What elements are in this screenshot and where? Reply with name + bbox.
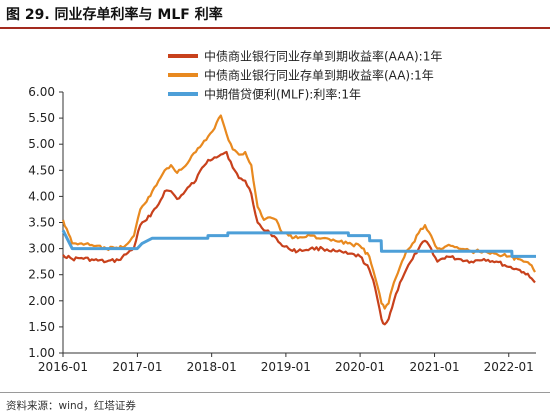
y-tick-label: 4.50 (28, 163, 55, 177)
y-tick-label: 2.00 (28, 294, 55, 308)
x-axis: 2016-01 2017-01 2018-01 2019-01 2020-01 2021-… (38, 352, 536, 374)
y-tick-label: 3.00 (28, 242, 55, 256)
x-tick-label: 2020-01 (335, 360, 385, 374)
title-rule (0, 27, 550, 29)
x-tick-label: 2022-01 (484, 360, 534, 374)
y-tick-label: 3.50 (28, 216, 55, 230)
y-tick-label: 5.00 (28, 137, 55, 151)
figure-title: 图 29. 同业存单利率与 MLF 利率 (6, 7, 223, 23)
y-tick-label: 6.00 (28, 85, 55, 99)
source-rule (0, 392, 550, 393)
series-line-1 (62, 150, 536, 326)
x-tick-label: 2021-01 (409, 360, 459, 374)
series-lines (61, 114, 536, 326)
y-tick-label: 1.00 (28, 346, 55, 360)
series-line-3 (61, 229, 536, 258)
x-tick-label: 2017-01 (112, 360, 162, 374)
legend: 中债商业银行同业存单到期收益率(AAA):1年中债商业银行同业存单到期收益率(A… (168, 49, 442, 102)
legend-label: 中债商业银行同业存单到期收益率(AAA):1年 (204, 49, 442, 64)
y-tick-label: 4.00 (28, 189, 55, 203)
y-tick-label: 5.50 (28, 111, 55, 125)
legend-label: 中债商业银行同业存单到期收益率(AA):1年 (204, 68, 434, 83)
legend-label: 中期借贷便利(MLF):利率:1年 (204, 87, 361, 102)
series-line-2 (61, 114, 536, 310)
y-tick-label: 1.50 (28, 320, 55, 334)
x-tick-label: 2016-01 (38, 360, 88, 374)
source-note: 资料来源：wind，红塔证券 (6, 400, 136, 412)
x-tick-label: 2019-01 (261, 360, 311, 374)
y-axis: 6.00 5.50 5.00 4.50 4.00 3.50 3.00 2.50 2.00 1.50… (28, 85, 64, 360)
y-tick-label: 2.50 (28, 268, 55, 282)
x-tick-label: 2018-01 (187, 360, 237, 374)
